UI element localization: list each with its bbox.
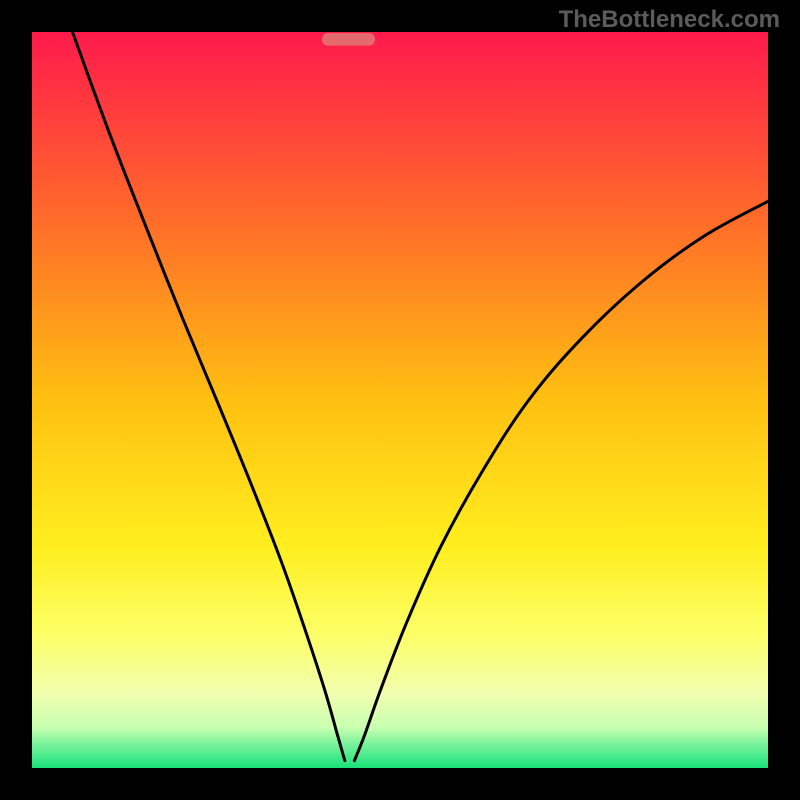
gradient-background [32,32,768,768]
watermark-label: TheBottleneck.com [559,6,780,34]
plot-svg [32,32,768,768]
optimal-marker [322,33,375,46]
gradient-plot [32,32,768,768]
